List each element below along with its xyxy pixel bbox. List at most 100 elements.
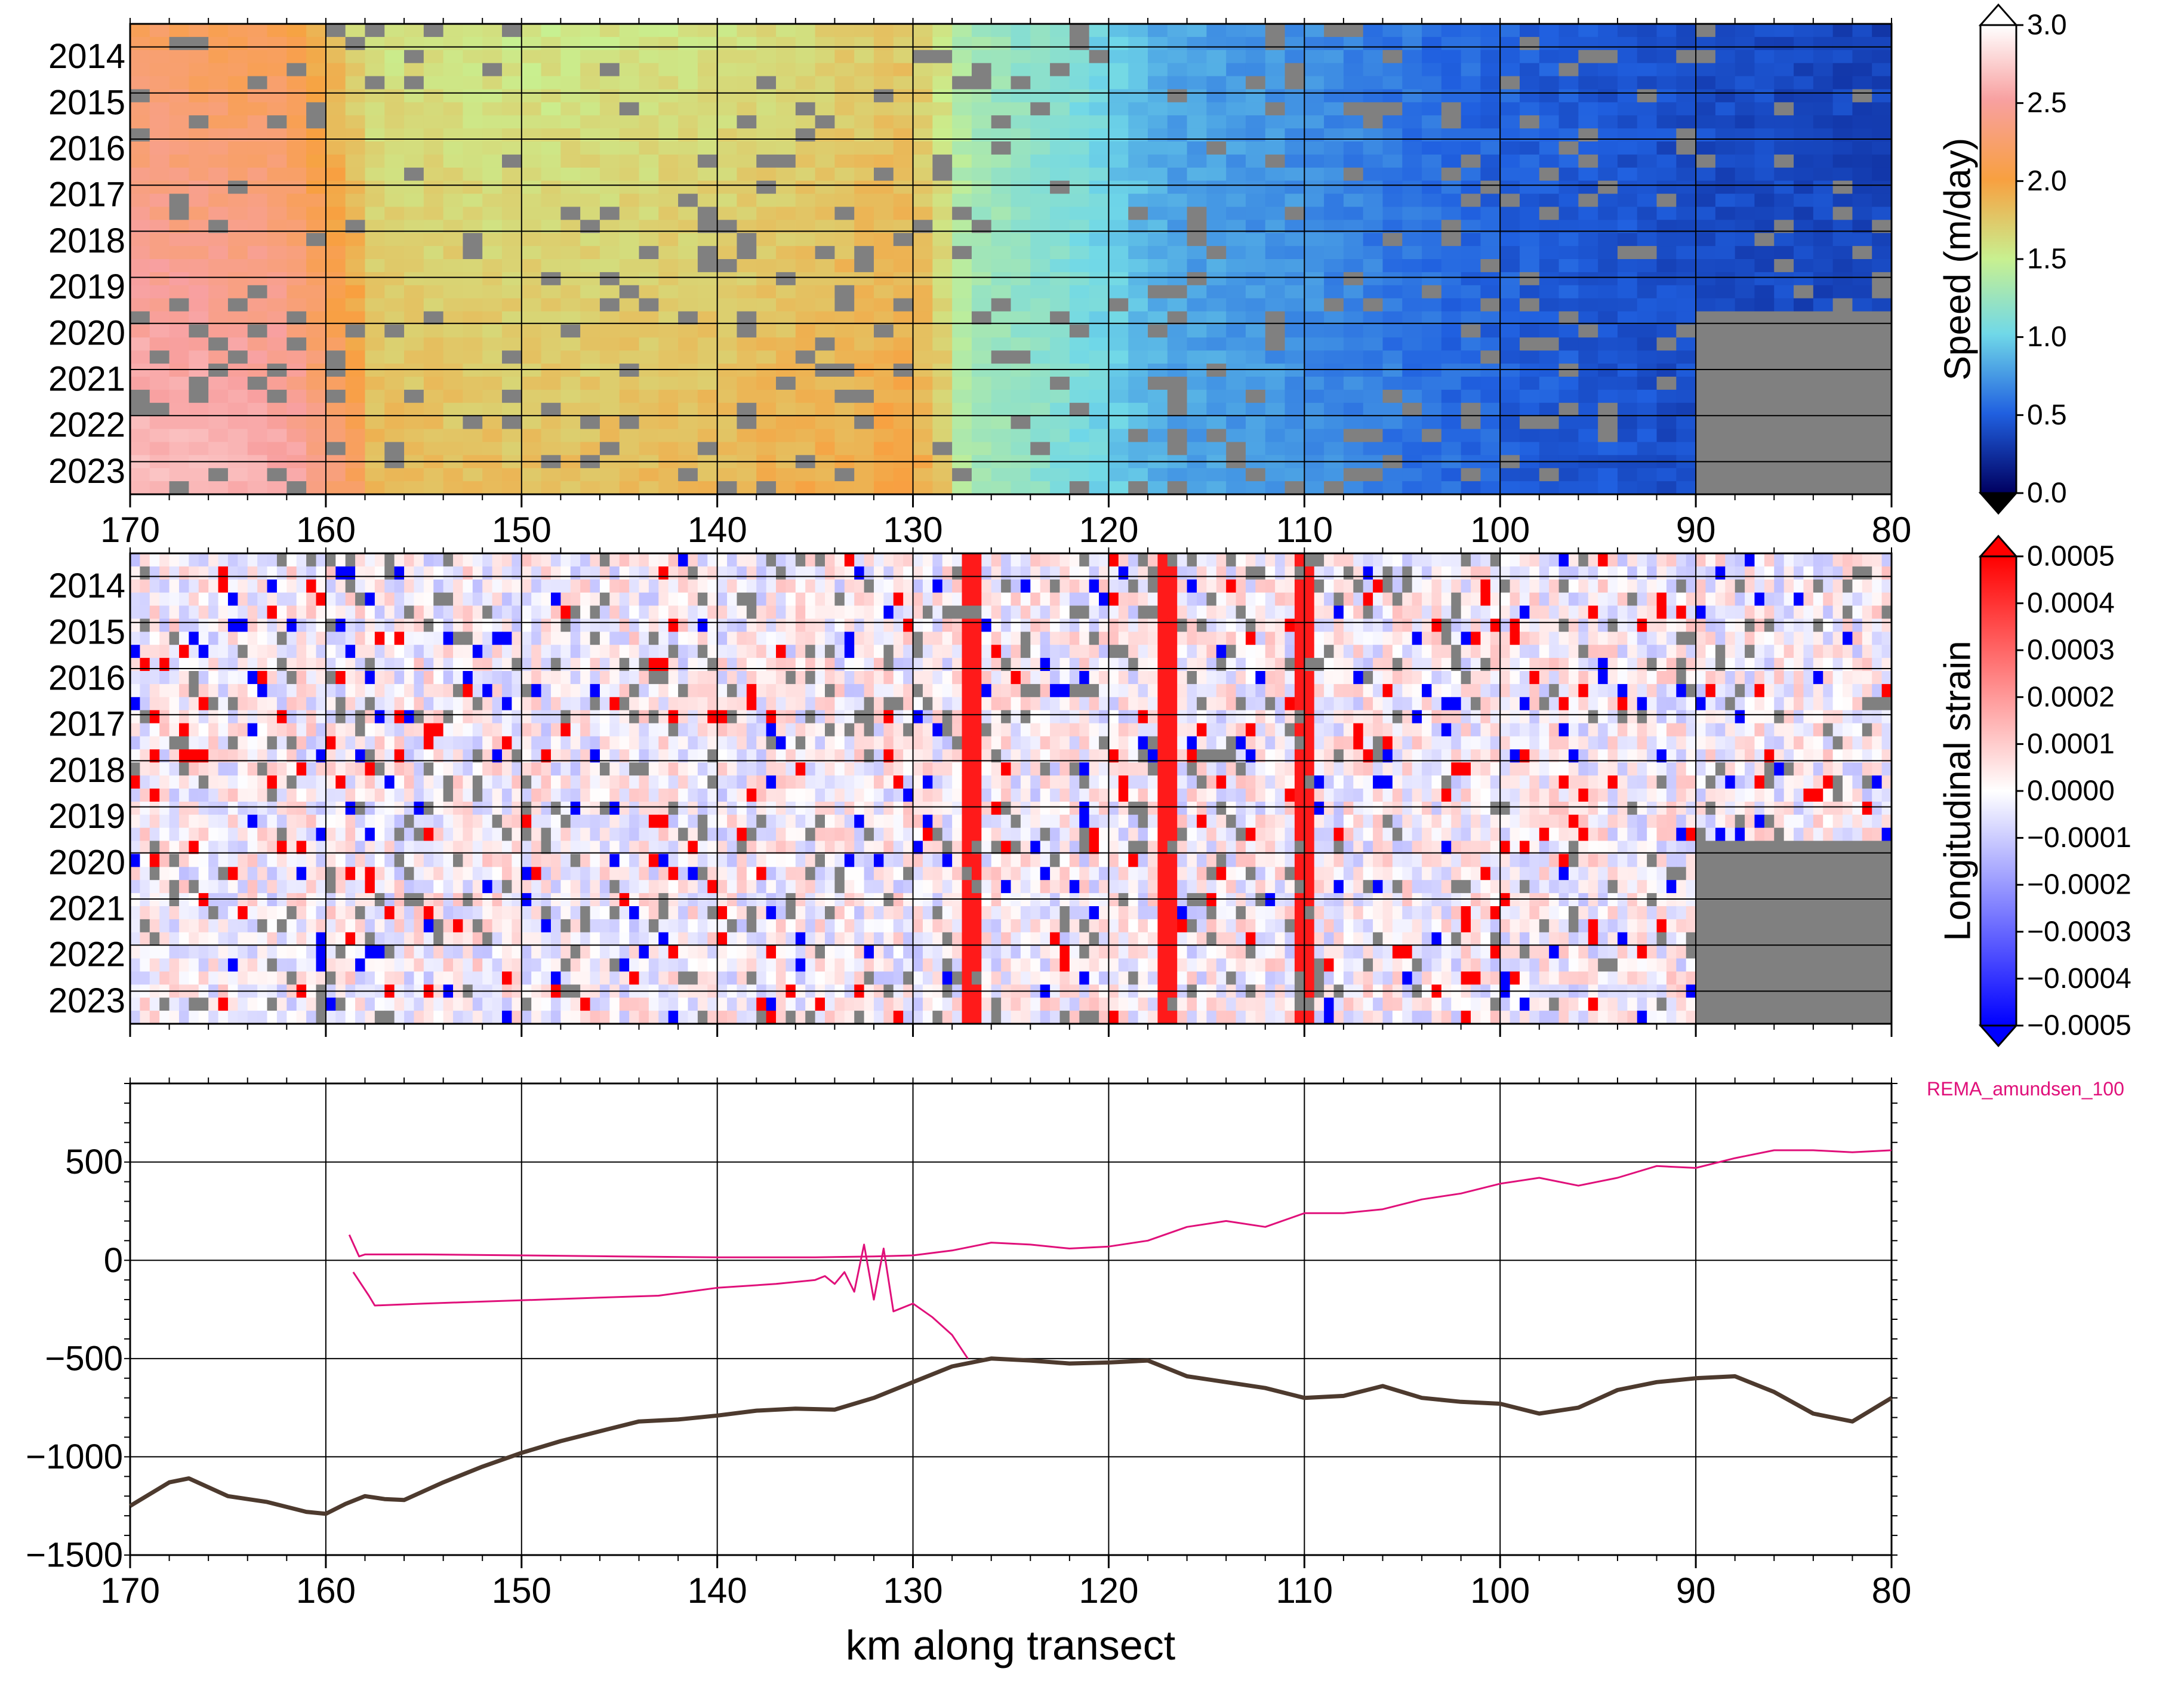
strain-cell — [1099, 592, 1110, 607]
speed-cell — [580, 272, 600, 286]
speed-cell — [1500, 233, 1520, 247]
speed-cell — [227, 389, 248, 404]
strain-cell — [1187, 605, 1197, 620]
speed-cell — [1794, 89, 1814, 103]
speed-cell — [1265, 128, 1286, 142]
speed-cell — [873, 63, 894, 77]
speed-cell — [952, 233, 972, 247]
speed-cell — [306, 128, 326, 142]
strain-cell — [276, 605, 287, 620]
strain-cell — [149, 566, 160, 580]
strain-cell — [854, 658, 865, 672]
speed-cell — [1011, 246, 1031, 260]
speed-cell — [306, 76, 326, 90]
speed-cell — [1832, 402, 1853, 417]
speed-cell — [619, 246, 640, 260]
strain-cell — [1441, 645, 1452, 658]
strain-cell — [365, 592, 375, 607]
speed-cell — [384, 76, 405, 90]
speed-cell — [1422, 115, 1442, 129]
speed-cell — [345, 298, 366, 312]
speed-cell — [1715, 115, 1736, 129]
strain-cell — [1480, 605, 1491, 620]
strain-cell — [178, 592, 189, 607]
strain-cell — [834, 632, 845, 645]
speed-cell — [325, 415, 346, 430]
speed-cell — [678, 63, 698, 77]
speed-cell — [913, 272, 933, 286]
speed-cell — [1637, 311, 1658, 325]
speed-cell — [482, 50, 503, 64]
strain-cell — [619, 553, 630, 567]
speed-cell — [1637, 89, 1658, 103]
speed-cell — [776, 89, 796, 103]
speed-cell — [815, 324, 835, 338]
speed-cell — [854, 50, 874, 64]
strain-cell — [952, 632, 963, 645]
speed-cell — [208, 128, 229, 142]
strain-cell — [834, 658, 845, 672]
speed-cell — [1539, 402, 1560, 417]
strain-cell — [1255, 592, 1266, 607]
speed-cell — [893, 389, 914, 404]
speed-cell — [501, 415, 522, 430]
speed-cell — [1852, 63, 1872, 77]
strain-cell — [1255, 671, 1266, 685]
strain-cell — [1265, 553, 1276, 567]
strain-cell — [1059, 553, 1070, 567]
speed-cell — [815, 167, 835, 181]
speed-cell — [1500, 298, 1520, 312]
speed-cell — [697, 233, 718, 247]
speed-cell — [1265, 24, 1286, 38]
speed-cell — [795, 364, 816, 377]
speed-cell — [1598, 415, 1618, 430]
strain-cell — [433, 618, 444, 632]
speed-cell — [365, 233, 385, 247]
speed-cell — [737, 128, 757, 142]
speed-cell — [1852, 36, 1872, 51]
strain-cell — [1441, 566, 1452, 580]
strain-cell — [1353, 579, 1364, 593]
speed-cell — [541, 24, 561, 38]
speed-cell — [306, 259, 326, 273]
speed-cell — [619, 415, 640, 430]
speed-cell — [1382, 442, 1403, 455]
speed-cell — [717, 50, 738, 64]
speed-cell — [1558, 233, 1579, 247]
speed-cell — [1735, 337, 1755, 351]
strain-cell — [1637, 592, 1647, 607]
speed-cell — [1696, 193, 1716, 208]
speed-cell — [1637, 24, 1658, 38]
strain-cell — [971, 632, 982, 645]
speed-cell — [463, 442, 483, 455]
speed-cell — [1696, 272, 1716, 286]
speed-cell — [423, 167, 444, 181]
speed-cell — [854, 63, 874, 77]
strain-cell — [893, 566, 904, 580]
strain-cell — [1823, 618, 1834, 632]
speed-cell — [854, 102, 874, 116]
speed-cell — [1245, 89, 1266, 103]
speed-cell — [345, 102, 366, 116]
strain-cell — [1637, 632, 1647, 645]
speed-cell — [1226, 128, 1246, 142]
speed-cell — [463, 102, 483, 116]
strain-cell — [453, 645, 464, 658]
strain-cell — [1138, 553, 1148, 567]
speed-cell — [1206, 207, 1227, 220]
strain-cell — [1245, 566, 1256, 580]
speed-cell — [1128, 415, 1148, 430]
strain-cell — [952, 605, 963, 620]
speed-cell — [1324, 167, 1344, 181]
strain-cell — [1206, 566, 1217, 580]
strain-cell — [1598, 579, 1609, 593]
strain-cell — [580, 618, 591, 632]
speed-cell — [737, 63, 757, 77]
speed-cell — [1715, 285, 1736, 299]
strain-cell — [1696, 658, 1706, 672]
speed-cell — [501, 350, 522, 364]
speed-cell — [1794, 377, 1814, 390]
strain-cell — [864, 553, 874, 567]
strain-cell — [1196, 605, 1207, 620]
strain-cell — [482, 618, 493, 632]
